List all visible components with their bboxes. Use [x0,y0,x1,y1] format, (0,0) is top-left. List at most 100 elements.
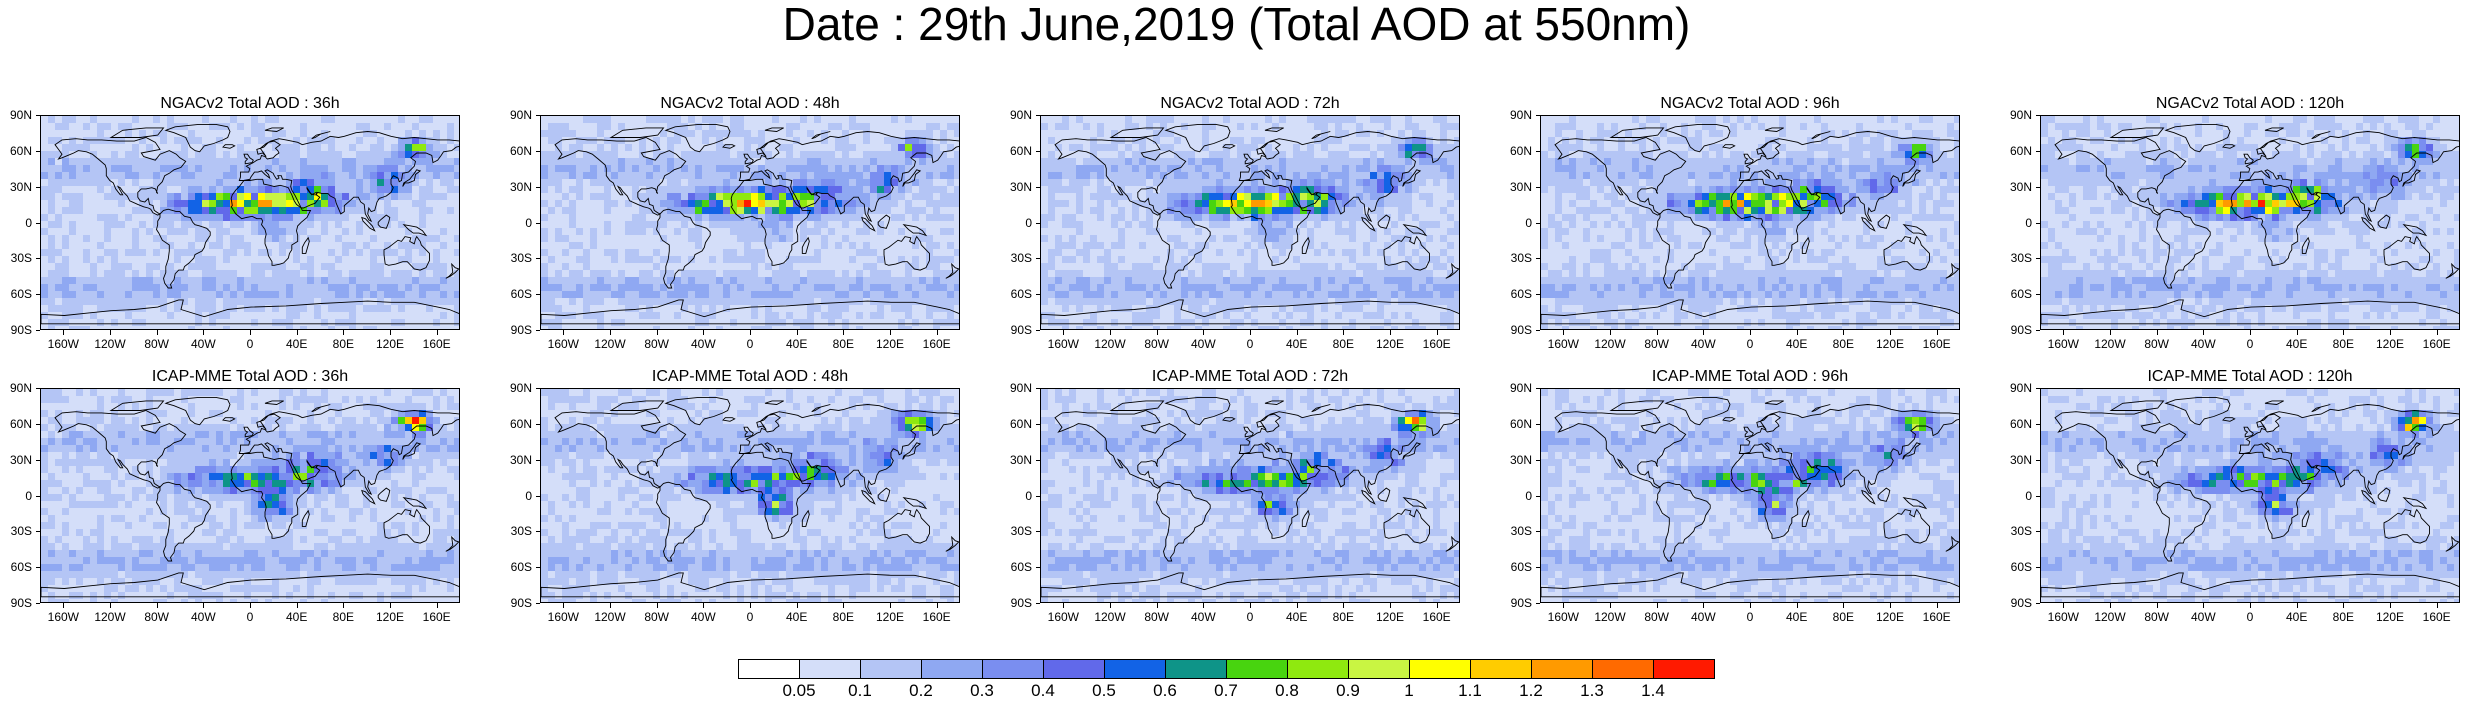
lat-tick [536,603,540,604]
lat-label: 60N [1009,416,1032,431]
lon-label: 40W [1190,337,1216,351]
colorbar-label: 1.3 [1580,681,1604,700]
colorbar-swatch [738,659,800,679]
coastline-borneo [2377,214,2391,229]
lon-tick [390,330,391,335]
colorbar-swatch [860,659,922,679]
coastline-madagascar [1301,509,1310,527]
coastline-africa [2230,451,2312,539]
lon-label: 0 [1246,610,1254,624]
lat-tick [36,495,40,497]
map-panel-icap-mme-5: ICAP-MME Total AOD : 120h 90N 60N 30N 0 30S 60… [2000,368,2460,633]
lat-tick [536,115,540,116]
coastline-eurasia [1238,404,1459,496]
lat-tick [1036,423,1040,425]
coastline-newGuinea [1402,224,1428,237]
coastline-iceland [722,144,736,149]
lon-label: 160E [2422,337,2451,351]
aod-map [1540,115,1960,330]
lon-tick [1890,603,1891,608]
lat-label: 90S [510,323,532,337]
lon-label: 120E [375,610,405,624]
lat-tick [536,258,540,260]
lon-label: 120E [1375,337,1405,351]
coastline-japan [402,442,422,460]
lon-tick [2203,330,2205,335]
coastline-greenland [664,123,731,153]
colorbar-swatch [1226,659,1288,679]
coastline-novayaZemlya [2311,404,2331,413]
map-panel-ngacv2-5: NGACv2 Total AOD : 120h 90N 60N 30N 0 30S 60S 9… [2000,95,2460,360]
coastline-greenland [1164,396,1231,426]
coastline-greenland [1664,396,1731,426]
lat-tick [1036,258,1040,260]
lat-tick [2036,423,2040,425]
coastline-uk [743,153,754,165]
lat-label: 60N [1509,143,1532,158]
lon-label: 80W [644,337,669,351]
coastline-arabiaGulfFix [806,459,817,469]
lon-tick [436,330,438,335]
panel-title: ICAP-MME Total AOD : 96h [1651,368,1849,385]
lat-tick [1036,531,1040,533]
coastline-australia [383,235,430,271]
lat-label: 60N [509,143,532,158]
coastline-southAmerica [156,481,211,562]
coastline-newGuinea [402,497,428,510]
lon-tick [1390,603,1391,608]
lon-tick [2343,330,2345,335]
coastline-australia [383,508,430,544]
coastline-newZealand [945,262,959,279]
coastline-sumatra [361,216,376,232]
coastline-arabiaGulfFix [1306,186,1317,196]
coastline-arabiaGulfFix [1806,186,1817,196]
lat-tick [36,459,40,461]
coastline-novayaZemlya [311,404,331,413]
lon-label: 80E [2332,610,2354,624]
coastline-africa [2230,178,2312,266]
lat-label: 30S [10,251,32,266]
lon-tick [2390,603,2391,608]
lat-tick [36,222,40,224]
lon-label: 160E [1922,610,1951,624]
coastline-southAmerica [656,208,711,289]
colorbar-swatch [982,659,1044,679]
lon-tick [1063,330,1065,335]
coastline-iceland [722,417,736,422]
colorbar-swatch [1165,659,1227,679]
lat-tick [536,222,540,224]
lon-label: 120W [1594,610,1626,624]
coastline-eurasia [238,131,459,223]
lat-label: 30N [9,179,32,194]
coastline-novayaZemlya [811,404,831,413]
lat-label: 30S [1010,524,1032,539]
coastline-greenland [164,396,231,426]
panel-title: NGACv2 Total AOD : 36h [160,95,340,112]
aod-map-svg [2041,389,2459,602]
aod-map [1040,388,1460,603]
lon-label: 80E [832,337,854,351]
lat-label: 0 [2025,488,2032,503]
coastline-eurasia [2238,404,2459,496]
lat-label: 90N [1009,381,1032,395]
lat-label: 0 [525,215,532,230]
aod-field [2041,116,2459,329]
coastline-northAmerica [54,410,187,489]
lon-tick [1250,330,1251,335]
lat-tick [536,330,540,331]
lon-label: 80W [144,337,169,351]
coastline-uk [2243,426,2254,438]
map-panel-ngacv2-2: NGACv2 Total AOD : 48h 90N 60N 30N 0 30S 60S 90… [500,95,960,360]
lon-label: 40W [1190,610,1216,624]
coastline-uk [243,426,254,438]
lat-tick [1536,294,1540,296]
colorbar-label: 1.2 [1519,681,1543,700]
lat-label: 30S [1510,524,1532,539]
coastline-australia [1883,508,1930,544]
lat-label: 60S [1010,287,1032,302]
coastline-japan [2402,169,2422,187]
coastline-borneo [1877,487,1891,502]
coastline-antarctica [1541,299,1959,325]
coastline-novayaZemlya [311,131,331,140]
